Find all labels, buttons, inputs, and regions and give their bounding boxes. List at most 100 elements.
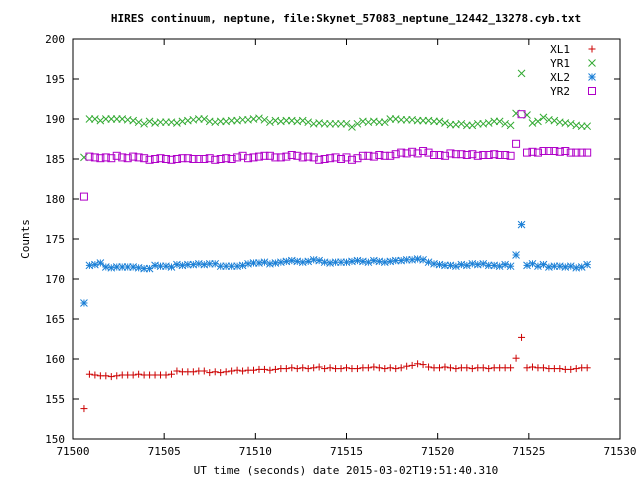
data-point-yr2 [550, 147, 559, 155]
data-point-yr2 [544, 147, 553, 155]
data-point-yr1 [227, 116, 236, 125]
marker-stroke [386, 151, 395, 160]
data-point-yr2 [123, 154, 132, 163]
data-point-xl2 [151, 261, 159, 270]
data-point-yr2 [79, 192, 88, 201]
marker-stroke [358, 151, 367, 160]
data-point-yr1 [337, 119, 345, 128]
marker-stroke [123, 154, 132, 163]
marker-stroke [200, 260, 209, 269]
marker-stroke [375, 151, 384, 159]
data-point-yr1 [173, 119, 181, 127]
data-point-xl1 [583, 364, 591, 372]
marker-stroke [320, 119, 329, 128]
marker-stroke [222, 154, 231, 163]
data-point-yr2 [342, 153, 351, 162]
marker-stroke [298, 153, 307, 162]
marker-stroke [326, 259, 334, 267]
data-point-xl2 [331, 258, 340, 267]
marker-stroke [156, 262, 165, 271]
marker-stroke [419, 147, 428, 155]
data-point-yr2 [304, 152, 313, 161]
data-point-yr2 [183, 154, 192, 163]
data-point-yr2 [151, 155, 160, 163]
data-point-xl2 [233, 262, 241, 271]
data-point-yr2 [440, 151, 449, 160]
marker-stroke [588, 59, 596, 67]
data-point-yr2 [276, 153, 285, 162]
data-point-xl1 [135, 370, 143, 378]
marker-stroke [462, 151, 471, 159]
marker-stroke [266, 259, 274, 268]
data-point-xl1 [299, 364, 307, 372]
marker-stroke [183, 154, 192, 163]
marker-stroke [326, 154, 335, 163]
marker-stroke [309, 119, 318, 128]
marker-stroke [156, 154, 165, 163]
data-point-yr1 [501, 119, 509, 128]
marker-stroke [424, 258, 433, 267]
marker-stroke [430, 151, 439, 159]
marker-stroke [506, 121, 515, 130]
marker-stroke [528, 147, 537, 156]
data-point-yr2 [282, 152, 291, 161]
marker-stroke [473, 119, 482, 128]
marker-stroke [457, 150, 466, 159]
data-point-xl2 [260, 258, 269, 267]
marker-stroke [364, 118, 373, 127]
data-point-yr1 [419, 116, 427, 125]
data-point-yr1 [342, 119, 351, 128]
data-point-xl2 [375, 257, 384, 266]
y-tick-label: 170 [45, 273, 65, 286]
marker-stroke [490, 150, 499, 159]
data-point-xl1 [403, 362, 411, 370]
data-point-yr1 [112, 115, 121, 123]
marker-stroke [452, 262, 460, 271]
data-point-yr2 [386, 151, 395, 160]
marker-stroke [260, 258, 269, 267]
data-point-yr2 [468, 150, 477, 159]
data-point-xl2 [452, 262, 460, 271]
marker-stroke [468, 150, 477, 159]
data-point-xl1 [315, 363, 323, 371]
marker-stroke [315, 256, 324, 265]
marker-stroke [588, 73, 596, 81]
marker-stroke [161, 155, 170, 163]
marker-stroke [287, 151, 296, 159]
marker-stroke [238, 151, 247, 160]
data-point-yr2 [287, 151, 296, 159]
marker-stroke [194, 155, 203, 163]
marker-stroke [528, 119, 537, 127]
x-tick-label: 71500 [56, 445, 89, 458]
marker-stroke [452, 120, 460, 129]
marker-stroke [189, 155, 198, 163]
y-tick-label: 150 [45, 433, 65, 446]
marker-stroke [254, 152, 263, 161]
marker-stroke [140, 154, 149, 163]
data-point-yr2 [528, 147, 537, 156]
data-point-yr2 [211, 155, 220, 164]
marker-stroke [419, 116, 427, 125]
data-point-yr2 [457, 150, 466, 159]
series-yr2 [79, 110, 592, 201]
data-point-yr2 [90, 153, 99, 162]
data-point-yr2 [561, 147, 570, 155]
data-point-yr2 [309, 153, 318, 162]
data-point-yr1 [539, 113, 548, 122]
y-tick-label: 195 [45, 73, 65, 86]
marker-stroke [172, 155, 181, 163]
marker-stroke [112, 115, 121, 123]
data-point-yr1 [200, 115, 209, 123]
marker-stroke [441, 261, 449, 270]
data-point-yr2 [101, 153, 110, 162]
data-point-xl2 [566, 262, 575, 271]
data-point-xl1 [337, 365, 345, 373]
marker-stroke [96, 154, 105, 163]
marker-stroke [140, 119, 148, 128]
data-point-yr1 [145, 117, 154, 126]
marker-stroke [397, 148, 406, 157]
marker-stroke [123, 263, 132, 271]
data-point-yr2 [408, 147, 417, 156]
data-point-xl2 [501, 260, 509, 269]
data-point-yr2 [430, 151, 439, 159]
